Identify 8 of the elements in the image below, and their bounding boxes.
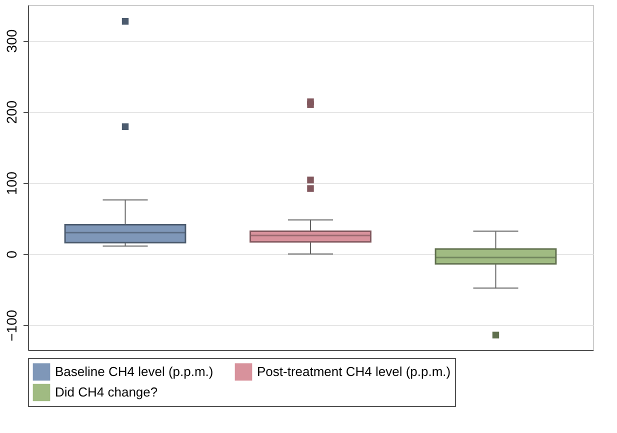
legend-label: Post-treatment CH4 level (p.p.m.) <box>257 364 451 379</box>
y-tick-label: 200 <box>4 100 20 124</box>
y-tick-label: 100 <box>4 171 20 196</box>
y-tick-label: 0 <box>4 250 20 258</box>
legend-label: Did CH4 change? <box>55 384 158 400</box>
legend-label: Baseline CH4 level (p.p.m.) <box>55 364 214 379</box>
y-tick-label: 300 <box>4 29 20 53</box>
y-tick-label: −100 <box>4 310 20 342</box>
